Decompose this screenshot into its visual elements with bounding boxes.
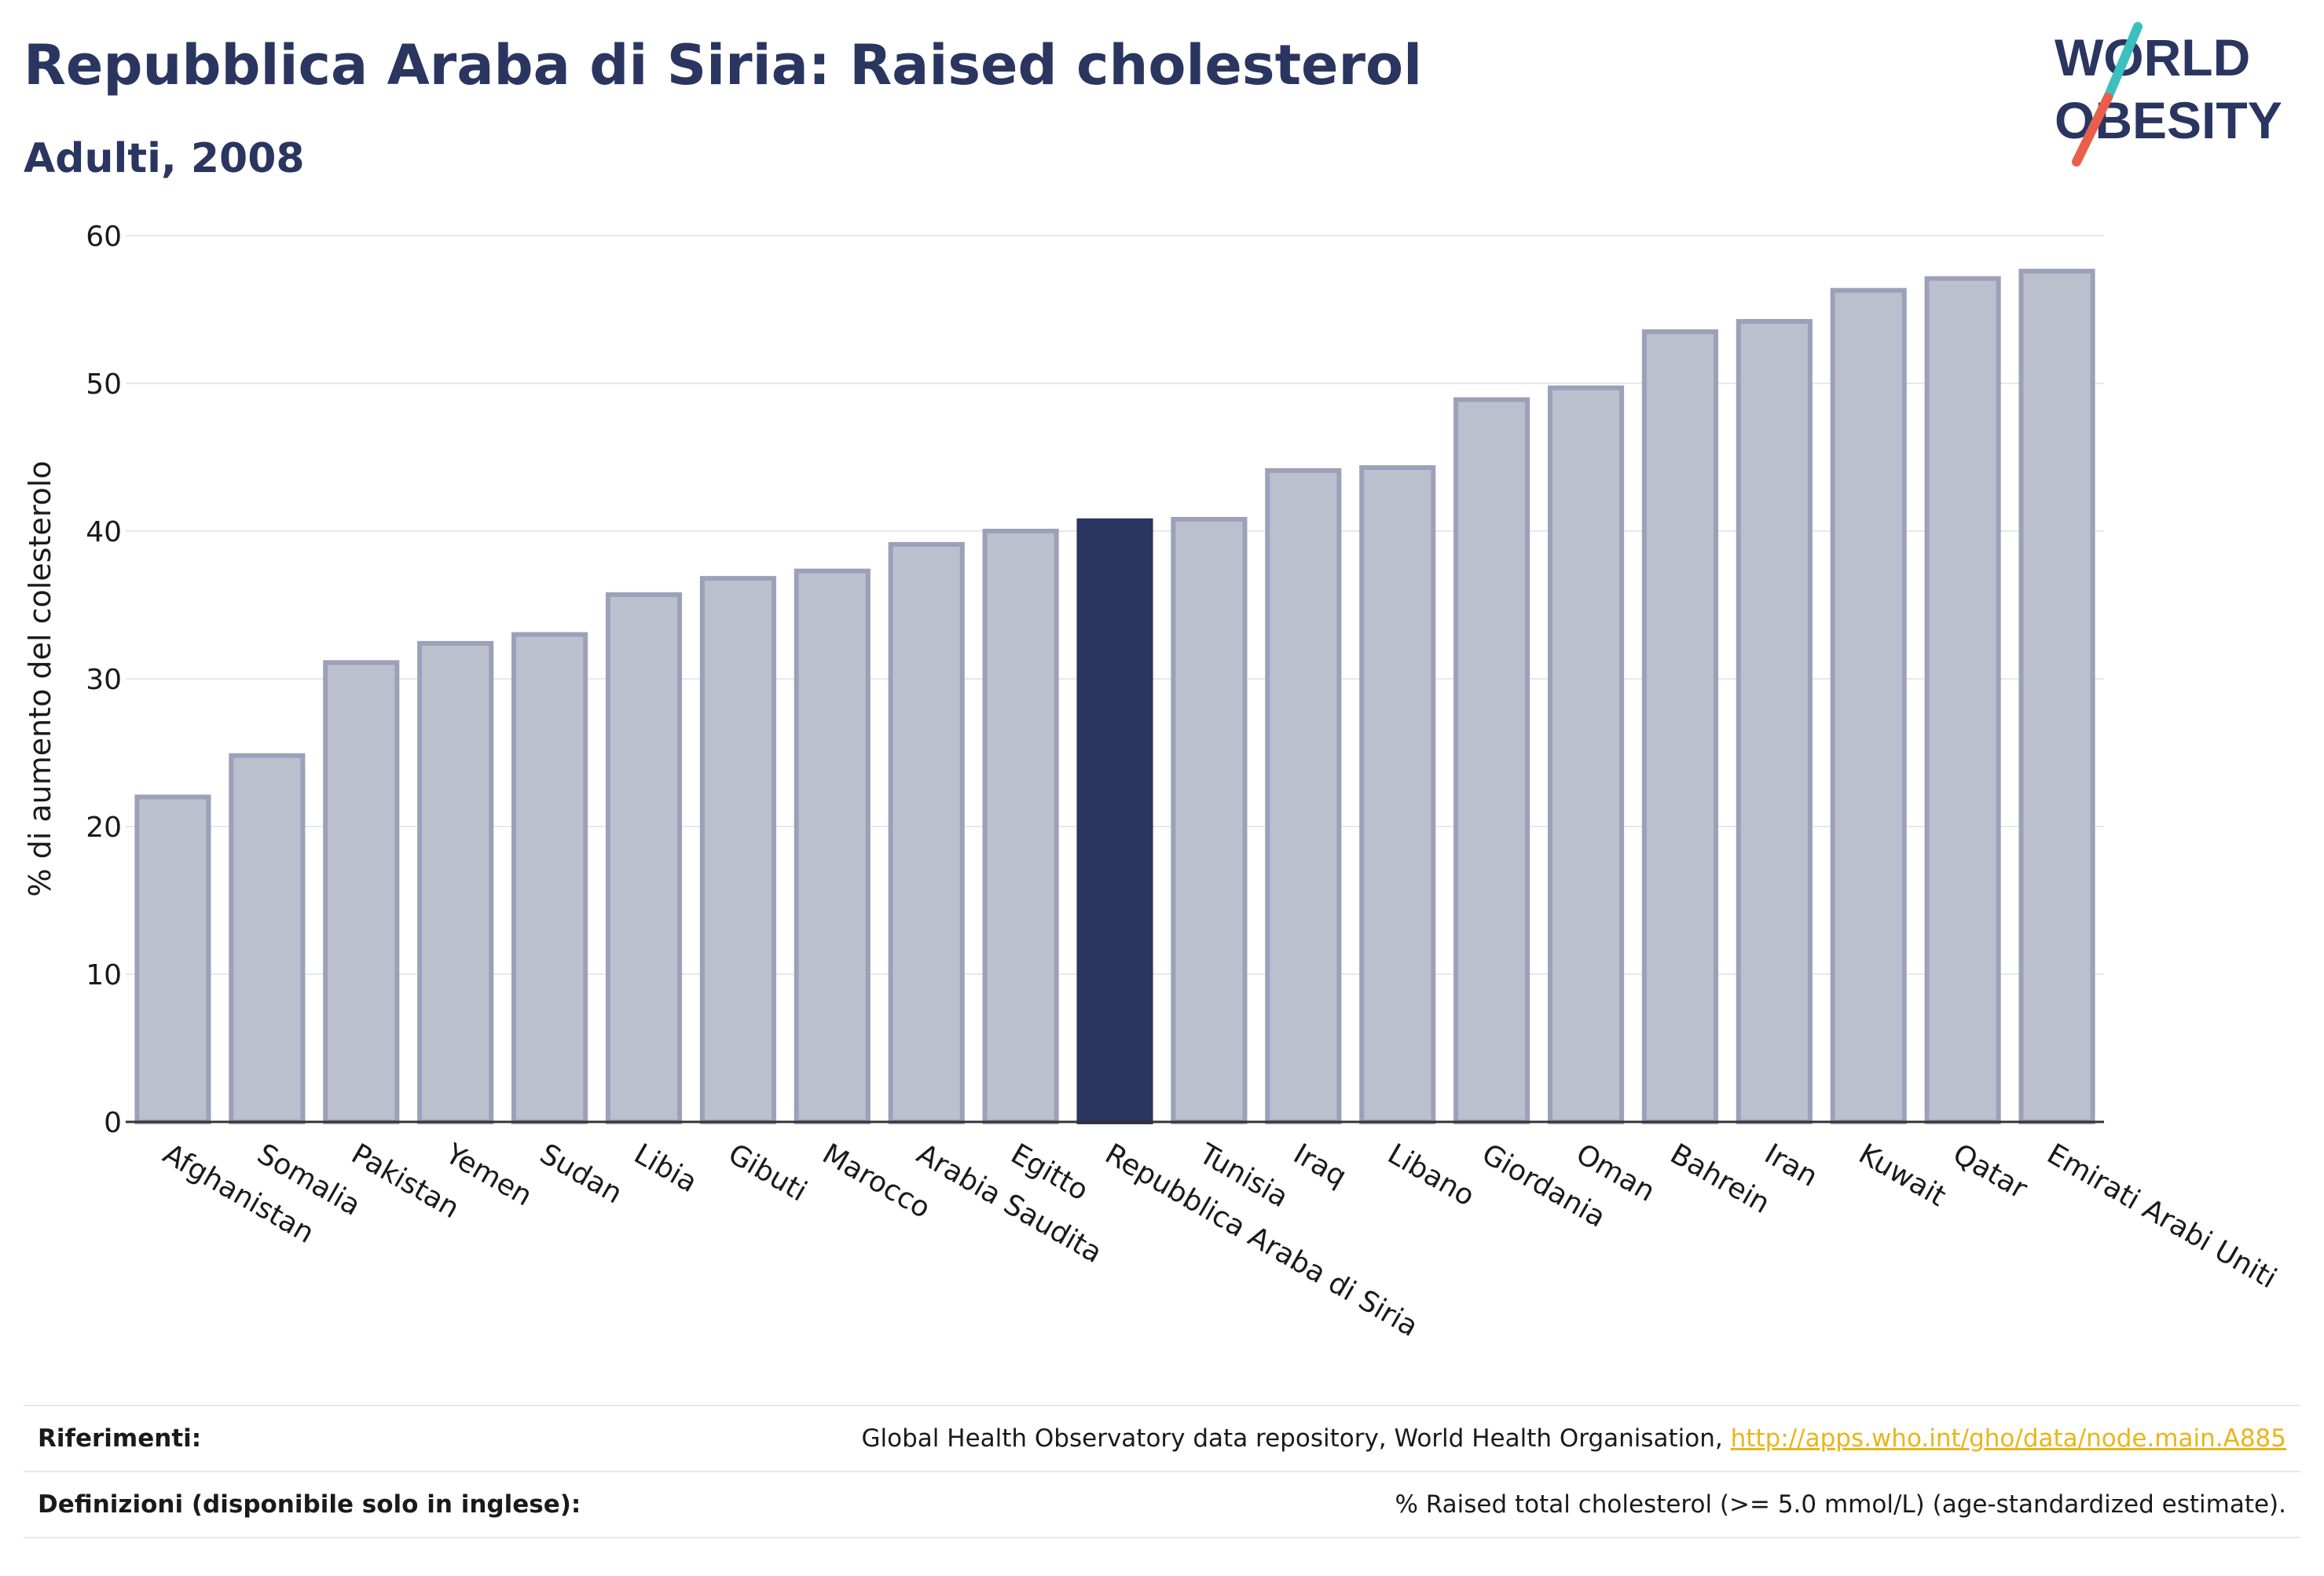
y-tick-label: 50: [86, 368, 122, 401]
y-tick-label: 10: [86, 959, 122, 991]
references-label: Riferimenti:: [38, 1424, 202, 1453]
bar-yemen: [417, 640, 494, 1124]
x-tick-label: Iran: [1759, 1138, 1823, 1193]
footer: Riferimenti: Global Health Observatory d…: [24, 1405, 2300, 1538]
bar-oman: [1547, 385, 1625, 1124]
references-row: Riferimenti: Global Health Observatory d…: [24, 1405, 2300, 1471]
bar-sudan: [511, 632, 588, 1124]
definitions-row: Definizioni (disponibile solo in inglese…: [24, 1471, 2300, 1538]
references-link[interactable]: http://apps.who.int/gho/data/node.main.A…: [1730, 1424, 2286, 1453]
x-tick-label: Marocco: [817, 1138, 936, 1225]
x-tick-label: Libano: [1382, 1138, 1479, 1212]
references-text: Global Health Observatory data repositor…: [861, 1424, 1731, 1453]
definitions-value: % Raised total cholesterol (>= 5.0 mmol/…: [1395, 1490, 2286, 1519]
bar-afghanistan: [134, 794, 211, 1125]
bar-somalia: [229, 753, 306, 1124]
y-tick-label: 60: [86, 221, 122, 253]
logo-line1: WORLD: [2055, 28, 2250, 86]
x-tick-label: Bahrein: [1665, 1138, 1775, 1220]
x-tick-label: Kuwait: [1853, 1138, 1952, 1213]
bar-iran: [1736, 319, 1813, 1125]
x-tick-label: Sudan: [534, 1138, 628, 1210]
bar-qatar: [1924, 276, 2001, 1124]
bar-giordania: [1453, 397, 1530, 1124]
bar-arabia-saudita: [888, 541, 965, 1124]
x-tick-label: Pakistan: [346, 1138, 464, 1225]
y-tick-label: 40: [86, 516, 122, 548]
y-axis-label: % di aumento del colesterolo: [23, 460, 57, 896]
x-tick-label: Qatar: [1948, 1138, 2033, 1205]
x-tick-label: Emirati Arabi Uniti: [2042, 1138, 2282, 1295]
y-axis-ticks: 0 10 20 30 40 50 60: [86, 221, 122, 1139]
y-tick-label: 0: [104, 1107, 122, 1139]
x-tick-label: Iraq: [1288, 1138, 1351, 1193]
bar-marocco: [794, 568, 871, 1124]
y-tick-label: 20: [86, 812, 122, 844]
definitions-label: Definizioni (disponibile solo in inglese…: [38, 1490, 581, 1519]
world-obesity-logo: WORLD OBESITY: [2055, 22, 2282, 167]
logo-slash-teal: [2103, 22, 2143, 102]
bar-repubblica-araba-di-siria: [1076, 518, 1153, 1124]
bar-kuwait: [1830, 288, 1907, 1124]
bar-pakistan: [323, 660, 400, 1124]
bar-chart: 0 10 20 30 40 50 60 AfghanistanSomaliaPakistan…: [23, 221, 2282, 1343]
chart-subtitle: Adulti, 2008: [24, 135, 305, 182]
bar-iraq: [1265, 467, 1342, 1124]
bars: [134, 269, 2095, 1125]
bar-libia: [605, 592, 683, 1124]
bar-emirati-arabi-uniti: [2018, 269, 2095, 1124]
bar-libano: [1359, 465, 1436, 1124]
bar-egitto: [982, 529, 1059, 1124]
logo-slash-red: [2072, 93, 2113, 167]
x-tick-label: Gibuti: [723, 1138, 812, 1208]
bar-gibuti: [699, 576, 776, 1124]
x-tick-label: Libia: [629, 1138, 702, 1199]
bar-bahrein: [1641, 329, 1718, 1124]
references-value: Global Health Observatory data repositor…: [862, 1424, 2300, 1453]
chart-title: Repubblica Araba di Siria: Raised choles…: [24, 33, 1423, 97]
y-tick-label: 30: [86, 664, 122, 696]
bar-tunisia: [1171, 516, 1248, 1124]
